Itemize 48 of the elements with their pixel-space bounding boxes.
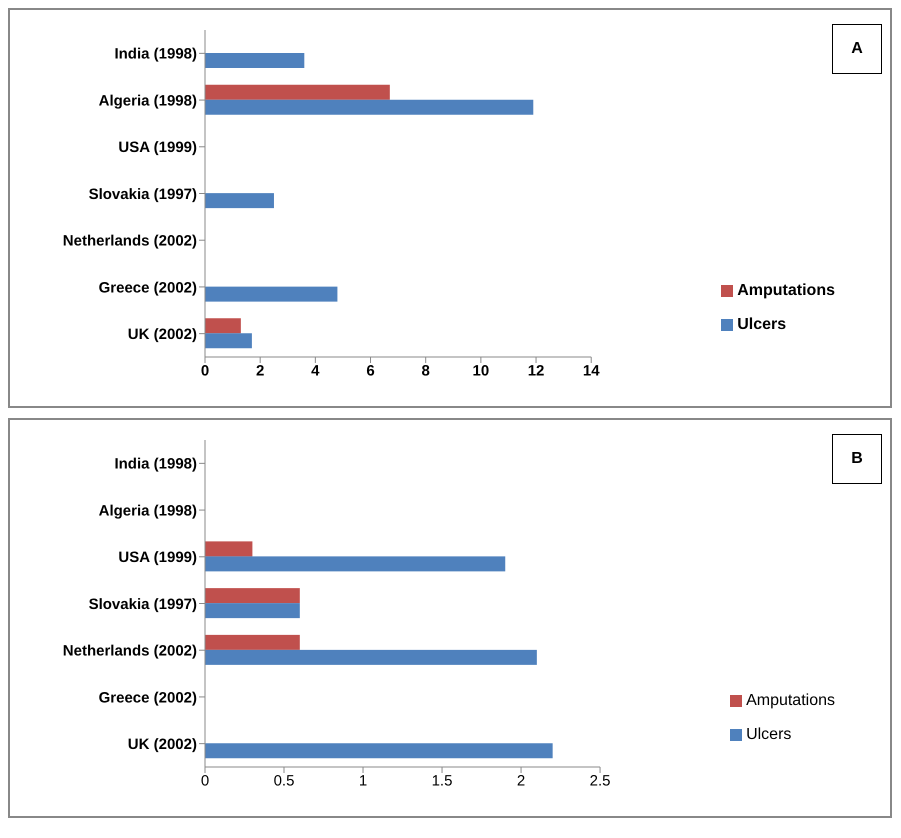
bar: [205, 634, 300, 650]
bar: [205, 743, 553, 758]
bar: [205, 333, 252, 348]
x-tick-label: 14: [582, 362, 600, 380]
bar: [205, 650, 537, 665]
x-tick-label: 1.5: [432, 772, 452, 790]
y-tick-label: UK (2002): [128, 326, 197, 343]
y-tick-label: UK (2002): [128, 736, 197, 753]
x-tick-label: 0.5: [274, 772, 294, 790]
bar: [205, 556, 506, 572]
y-tick-label: USA (1999): [118, 549, 198, 566]
y-tick-label: India (1998): [114, 456, 198, 473]
y-tick-label: Algeria (1998): [98, 502, 197, 520]
y-tick-label: Greece (2002): [98, 689, 197, 706]
bar: [205, 286, 338, 302]
x-tick-label: 4: [311, 362, 320, 380]
y-tick-label: Slovakia (1997): [88, 596, 197, 613]
text: B: [832, 434, 882, 484]
bar: [205, 100, 534, 115]
x-tick-label: 8: [422, 362, 430, 380]
x-tick-label: 1: [358, 772, 368, 790]
x-tick-label: 0: [200, 772, 210, 790]
legend-label: Ulcers: [746, 726, 792, 743]
y-tick-label: USA (1999): [118, 139, 198, 156]
x-tick-label: 10: [472, 362, 490, 380]
bar: [205, 193, 274, 208]
legend-label: Amputations: [737, 282, 835, 299]
bar: [205, 53, 304, 68]
y-tick-label: Algeria (1998): [98, 92, 197, 110]
legend-label: Ulcers: [737, 316, 786, 333]
bar: [205, 588, 300, 604]
bar: [205, 318, 241, 334]
y-tick-label: Slovakia (1997): [88, 186, 197, 203]
x-tick-label: 2: [516, 772, 526, 790]
text: A: [832, 24, 882, 74]
x-tick-label: 0: [200, 362, 210, 380]
y-tick-label: India (1998): [114, 46, 198, 63]
y-tick-label: Greece (2002): [98, 279, 197, 296]
x-tick-label: 2: [256, 362, 264, 380]
y-tick-label: Netherlands (2002): [62, 232, 197, 250]
x-tick-label: 6: [366, 362, 375, 380]
bar: [205, 603, 300, 618]
y-tick-label: Netherlands (2002): [62, 642, 197, 660]
x-tick-label: 2.5: [590, 772, 610, 790]
legend-label: Amputations: [746, 692, 835, 709]
x-tick-label: 12: [528, 362, 544, 380]
bar: [205, 541, 252, 556]
bar: [205, 84, 390, 100]
